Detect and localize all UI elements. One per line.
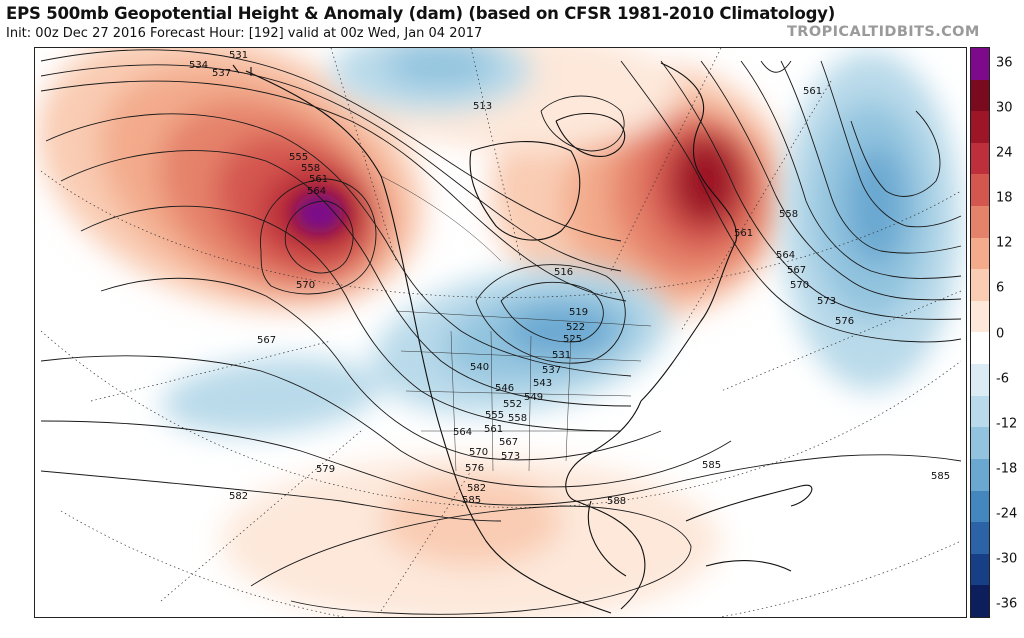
- contour-label: 531: [552, 350, 571, 361]
- colorbar-segment: [971, 522, 989, 554]
- contour-label: 558: [508, 413, 527, 424]
- map-svg: 531 534 537 513 555 558 561 564 570 567 …: [37, 48, 962, 617]
- chart-title: EPS 500mb Geopotential Height & Anomaly …: [6, 4, 836, 23]
- contour-label: 567: [257, 335, 276, 346]
- anomaly-shading: [37, 48, 961, 617]
- colorbar-segment: [971, 111, 989, 143]
- colorbar-tick-label: -18: [996, 461, 1018, 477]
- colorbar-segment: [971, 142, 989, 175]
- colorbar-tick-label: -6: [996, 371, 1009, 387]
- colorbar-tick-label: -30: [996, 551, 1018, 567]
- contour-label: 561: [803, 86, 822, 97]
- political-borders: [380, 175, 652, 472]
- colorbar-segment: [971, 79, 989, 112]
- height-contours: [40, 49, 962, 615]
- contour-label: 555: [289, 152, 308, 163]
- contour-label: 552: [503, 399, 522, 410]
- contour-label: 564: [453, 427, 472, 438]
- init-forecast-info: Init: 00z Dec 27 2016 Forecast Hour: [19…: [6, 26, 483, 41]
- contour-label: 516: [554, 267, 573, 278]
- map-panel: 531 534 537 513 555 558 561 564 570 567 …: [34, 47, 967, 618]
- contour-label: 573: [501, 451, 520, 462]
- colorbar-segment: [971, 490, 989, 523]
- contour-label: 564: [307, 186, 326, 197]
- colorbar-segment: [971, 237, 989, 270]
- colorbar-tick-label: 18: [996, 190, 1013, 206]
- contour-label: 537: [212, 68, 231, 79]
- site-watermark: TROPICALTIDBITS.COM: [787, 24, 980, 40]
- contour-label: 543: [533, 378, 552, 389]
- contour-label: 570: [469, 447, 488, 458]
- colorbar-segment: [971, 48, 989, 80]
- contour-label: 519: [569, 307, 588, 318]
- contour-label: 561: [734, 228, 753, 239]
- contour-label: 546: [495, 383, 514, 394]
- contour-label: 585: [931, 471, 950, 482]
- colorbar-segment: [971, 269, 989, 301]
- contour-label: 585: [462, 495, 481, 506]
- colorbar-segment: [971, 585, 989, 617]
- colorbar-segment: [971, 300, 989, 333]
- contour-label: 576: [465, 463, 484, 474]
- contour-label: 549: [524, 392, 543, 403]
- contour-label: 534: [189, 60, 208, 71]
- contour-label: 558: [301, 163, 320, 174]
- contour-label: 570: [296, 280, 315, 291]
- colorbar-segment: [971, 395, 989, 428]
- contour-label: 582: [229, 491, 248, 502]
- colorbar-segment: [971, 206, 989, 238]
- colorbar-segment: [971, 174, 989, 207]
- contour-label: 582: [467, 483, 486, 494]
- contour-label: 567: [787, 265, 806, 276]
- contour-label: 570: [790, 280, 809, 291]
- colorbar-tick-label: 24: [996, 145, 1013, 161]
- contour-label: 558: [779, 209, 798, 220]
- contour-label: 555: [485, 410, 504, 421]
- contour-label: 525: [563, 334, 582, 345]
- contour-label: 588: [607, 496, 626, 507]
- colorbar-segment: [971, 553, 989, 586]
- contour-label: 537: [542, 365, 561, 376]
- contour-label: 564: [776, 250, 795, 261]
- contour-label: 513: [473, 101, 492, 112]
- contour-label: 531: [229, 50, 248, 61]
- graticule: [40, 48, 962, 617]
- colorbar-tick-label: -12: [996, 416, 1018, 432]
- contour-label: 576: [835, 316, 854, 327]
- contour-label: 567: [499, 437, 518, 448]
- contour-labels: 531 534 537 513 555 558 561 564 570 567 …: [189, 50, 950, 507]
- contour-label: 522: [566, 322, 585, 333]
- colorbar-tick-label: 0: [996, 326, 1005, 341]
- colorbar-tick-label: 6: [996, 280, 1005, 296]
- colorbar-tick-label: 36: [996, 55, 1013, 71]
- colorbar-tick-label: 30: [996, 100, 1013, 116]
- colorbar-segment: [971, 364, 989, 396]
- colorbar-tick-label: -24: [996, 506, 1018, 522]
- contour-label: 561: [309, 174, 328, 185]
- anomaly-colorbar: [970, 47, 990, 618]
- colorbar-segment: [971, 332, 989, 365]
- colorbar-tick-label: 12: [996, 235, 1013, 251]
- contour-label: 585: [702, 460, 721, 471]
- contour-label: 573: [817, 296, 836, 307]
- contour-label: 540: [470, 362, 489, 373]
- contour-label: 561: [484, 424, 503, 435]
- colorbar-tick-label: -36: [996, 596, 1018, 612]
- colorbar-segment: [971, 427, 989, 459]
- contour-label: 579: [316, 464, 335, 475]
- colorbar-segment: [971, 458, 989, 491]
